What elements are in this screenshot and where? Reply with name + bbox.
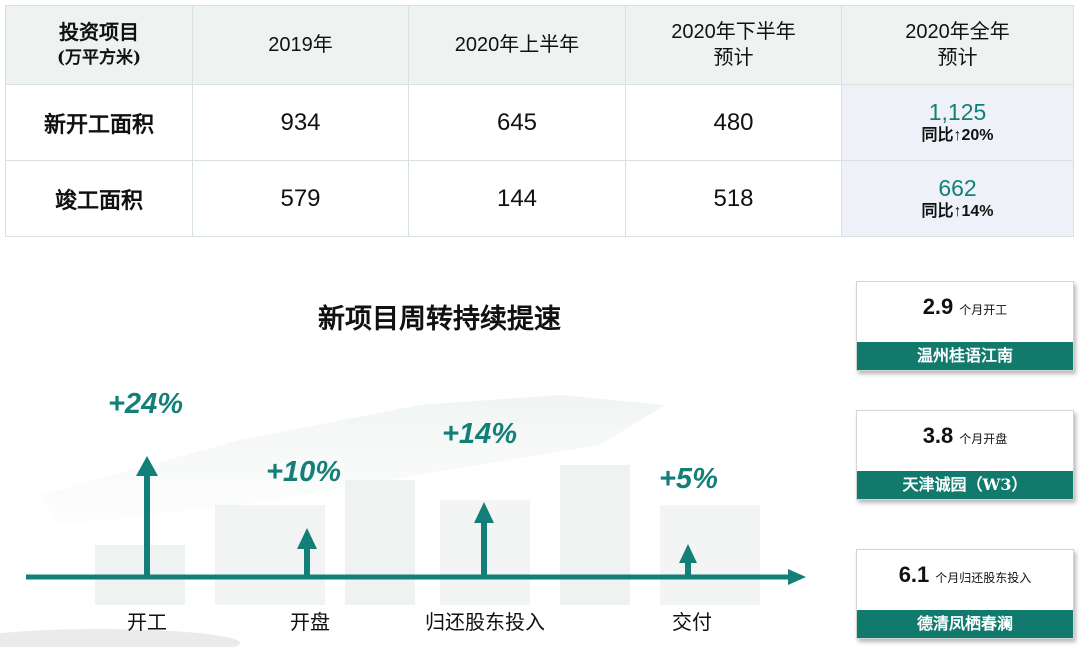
card-metric: 3.8 个月开盘 bbox=[857, 423, 1073, 455]
header-2020-full-label: 2020年全年 bbox=[905, 21, 1010, 43]
table-row: 竣工面积 579 144 518 662 同比↑14% bbox=[5, 160, 1074, 237]
card-metric: 2.9 个月开工 bbox=[857, 294, 1073, 326]
stage-label-return-investment: 归还股东投入 bbox=[425, 610, 545, 634]
project-card-tianjin: 3.8 个月开盘 天津诚园（W3） bbox=[856, 410, 1074, 500]
stage-pct-delivery: +5% bbox=[659, 463, 718, 495]
header-2020-h2-forecast: 预计 bbox=[713, 47, 754, 69]
section-title: 新项目周转持续提速 bbox=[318, 304, 561, 335]
header-2020-h2: 2020年下半年 预计 bbox=[625, 5, 842, 85]
card-metric: 6.1 个月归还股东投入 bbox=[857, 562, 1073, 594]
project-card-wenzhou: 2.9 个月开工 温州桂语江南 bbox=[856, 281, 1074, 371]
header-2019: 2019年 bbox=[192, 5, 409, 85]
card-metric-unit: 个月归还股东投入 bbox=[935, 571, 1032, 585]
card-metric-value: 3.8 bbox=[922, 423, 954, 448]
card-metric-unit: 个月开盘 bbox=[959, 432, 1008, 446]
card-metric-unit: 个月开工 bbox=[959, 303, 1008, 317]
cell-full-year: 1,125 同比↑20% bbox=[841, 84, 1074, 161]
stage-pct-kaipan: +10% bbox=[266, 456, 341, 488]
header-investment-item-label: 投资项目 bbox=[59, 20, 139, 44]
row-label-completion: 竣工面积 bbox=[5, 160, 193, 237]
card-project-name: 天津诚园（W3） bbox=[857, 471, 1073, 499]
full-year-value: 662 bbox=[938, 174, 977, 201]
card-metric-value: 6.1 bbox=[898, 562, 930, 587]
row-label-new-start: 新开工面积 bbox=[5, 84, 193, 161]
header-unit-label: (万平方米) bbox=[56, 48, 142, 68]
stage-arrow-delivery bbox=[679, 544, 697, 578]
cell-value: 934 bbox=[192, 84, 409, 161]
card-project-name: 德清凤栖春澜 bbox=[857, 610, 1073, 638]
table-row: 新开工面积 934 645 480 1,125 同比↑20% bbox=[5, 84, 1074, 161]
timeline-axis-arrowhead bbox=[788, 569, 806, 585]
stage-arrow-return-investment bbox=[474, 502, 494, 578]
full-year-value: 1,125 bbox=[928, 98, 987, 125]
card-metric-value: 2.9 bbox=[922, 294, 954, 319]
stage-arrow-kaigong bbox=[136, 456, 158, 578]
turnover-timeline bbox=[26, 456, 806, 585]
card-project-name: 温州桂语江南 bbox=[857, 342, 1073, 370]
header-2020-h1: 2020年上半年 bbox=[408, 5, 626, 85]
project-card-deqing: 6.1 个月归还股东投入 德清凤栖春澜 bbox=[856, 549, 1074, 639]
stage-label-kaipan: 开盘 bbox=[290, 610, 330, 634]
cell-value: 645 bbox=[408, 84, 626, 161]
header-2020-h2-label: 2020年下半年 bbox=[671, 21, 796, 43]
yoy-change: 同比↑20% bbox=[921, 126, 994, 144]
cell-full-year: 662 同比↑14% bbox=[841, 160, 1074, 237]
header-investment-item: 投资项目 (万平方米) bbox=[5, 5, 193, 85]
header-2020-full-forecast: 预计 bbox=[937, 47, 978, 69]
stage-arrow-kaipan bbox=[297, 528, 317, 578]
header-2020-full: 2020年全年 预计 bbox=[841, 5, 1074, 85]
stage-label-delivery: 交付 bbox=[672, 610, 712, 634]
table-header-row: 投资项目 (万平方米) 2019年 2020年上半年 2020年下半年 预计 2… bbox=[5, 5, 1074, 85]
yoy-change: 同比↑14% bbox=[921, 202, 994, 220]
stage-pct-kaigong: +24% bbox=[108, 388, 183, 420]
stage-label-kaigong: 开工 bbox=[127, 610, 167, 634]
investment-table: 投资项目 (万平方米) 2019年 2020年上半年 2020年下半年 预计 2… bbox=[5, 5, 1074, 237]
cell-value: 144 bbox=[408, 160, 626, 237]
cell-value: 480 bbox=[625, 84, 842, 161]
stage-pct-return-investment: +14% bbox=[442, 418, 517, 450]
cell-value: 518 bbox=[625, 160, 842, 237]
cell-value: 579 bbox=[192, 160, 409, 237]
